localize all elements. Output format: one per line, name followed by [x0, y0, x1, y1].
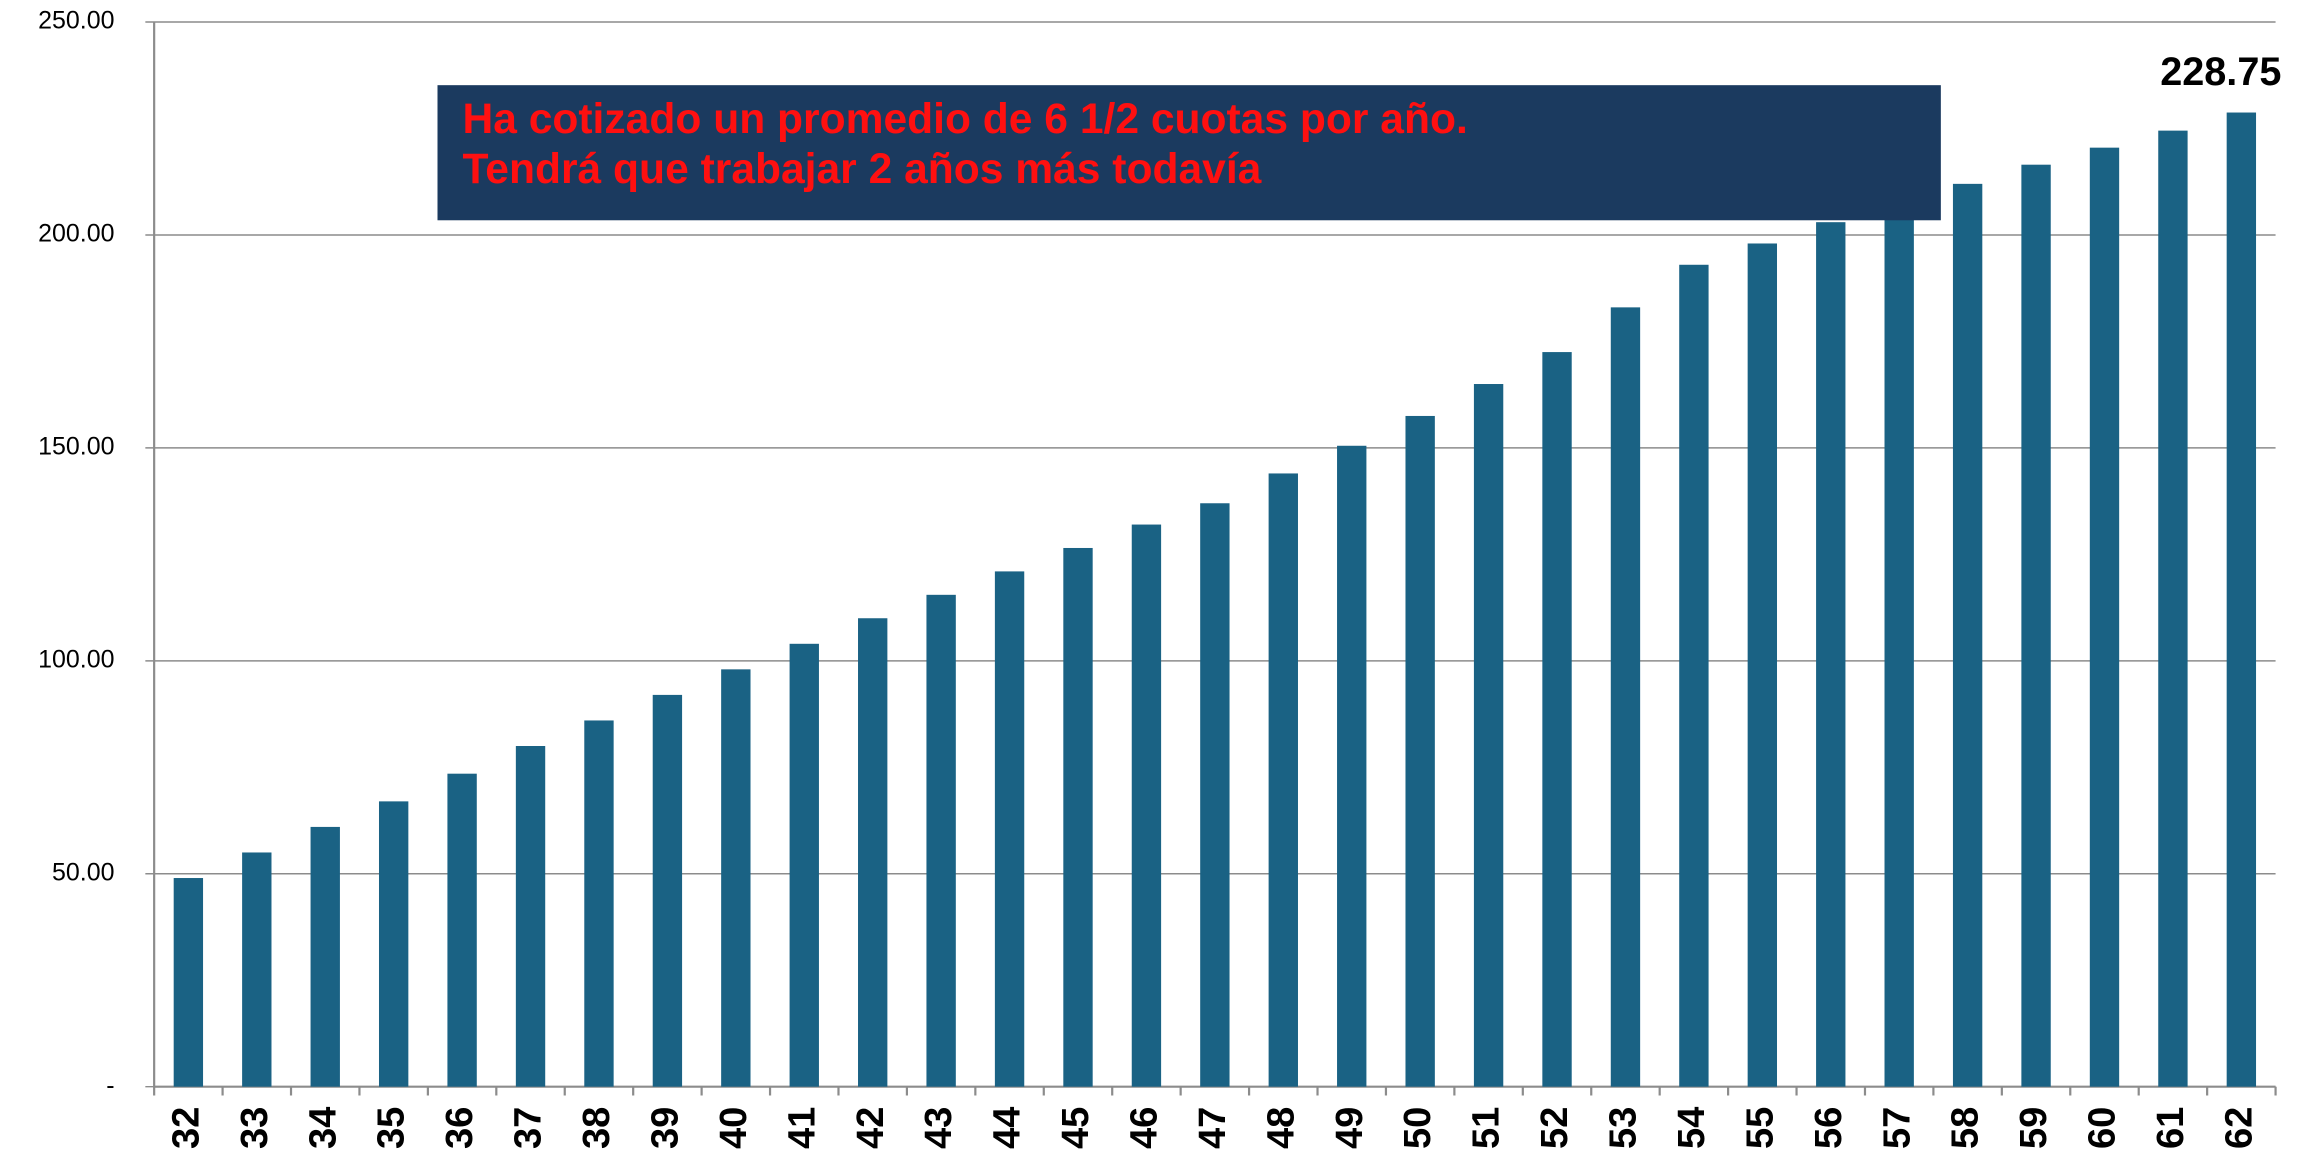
x-tick-label: 53: [1602, 1107, 1645, 1149]
bar: [1816, 222, 1846, 1087]
x-tick-label: 49: [1328, 1107, 1371, 1149]
bar: [310, 826, 340, 1087]
bar: [1063, 547, 1093, 1087]
x-tick-label: 51: [1465, 1107, 1508, 1149]
x-tick-label: 40: [712, 1107, 755, 1149]
bar: [1610, 307, 1641, 1087]
y-tick-label: -: [106, 1071, 114, 1099]
annotation-text: Ha cotizado un promedio de 6 1/2 cuotas …: [462, 95, 1467, 143]
x-tick-label: 62: [2217, 1107, 2260, 1149]
y-tick-label: 250.00: [38, 7, 114, 35]
x-tick-label: 61: [2149, 1107, 2192, 1149]
bar: [1473, 384, 1504, 1087]
x-tick-label: 48: [1259, 1107, 1302, 1149]
annotation-box: [437, 85, 1941, 221]
bar: [1200, 503, 1230, 1087]
x-tick-label: 34: [301, 1106, 344, 1149]
bar: [926, 594, 956, 1087]
bar: [789, 643, 819, 1087]
bar: [2021, 164, 2051, 1087]
bar: [584, 720, 614, 1087]
bar: [2158, 130, 2188, 1087]
x-tick-label: 46: [1123, 1107, 1166, 1149]
x-tick-label: 54: [1670, 1106, 1713, 1149]
bar: [173, 878, 204, 1087]
x-tick-label: 50: [1396, 1107, 1439, 1149]
data-label: 228.75: [2160, 50, 2281, 94]
bar: [242, 852, 272, 1087]
bar: [721, 669, 751, 1087]
x-tick-label: 38: [575, 1107, 618, 1149]
x-tick-label: 45: [1054, 1107, 1097, 1149]
bar: [1884, 205, 1914, 1087]
bar: [1952, 183, 1983, 1087]
bar: [1542, 352, 1572, 1087]
x-tick-label: 35: [370, 1107, 413, 1149]
x-tick-label: 39: [643, 1107, 686, 1149]
annotation-text: Tendrá que trabajar 2 años más todavía: [462, 145, 1261, 193]
x-tick-label: 58: [1944, 1107, 1987, 1149]
bar: [994, 571, 1025, 1087]
x-tick-label: 56: [1807, 1107, 1850, 1149]
x-tick-label: 60: [2081, 1107, 2124, 1149]
bar: [2089, 147, 2120, 1087]
y-tick-label: 50.00: [52, 858, 114, 886]
y-tick-label: 100.00: [38, 645, 114, 673]
x-tick-label: 57: [1875, 1107, 1918, 1149]
bar: [1747, 243, 1778, 1087]
x-tick-label: 59: [2012, 1107, 2055, 1149]
x-tick-label: 52: [1533, 1107, 1576, 1149]
bar: [1337, 445, 1367, 1087]
bar: [447, 773, 477, 1087]
x-tick-label: 36: [438, 1107, 481, 1149]
y-tick-label: 200.00: [38, 220, 114, 248]
bar: [515, 746, 546, 1087]
x-tick-label: 32: [164, 1107, 207, 1149]
bar: [378, 801, 409, 1087]
x-tick-label: 41: [780, 1107, 823, 1149]
bar: [2226, 112, 2257, 1087]
bar: [1268, 473, 1298, 1087]
x-tick-label: 42: [849, 1107, 892, 1149]
bar: [1131, 524, 1162, 1087]
x-tick-label: 33: [233, 1107, 276, 1149]
x-tick-label: 43: [917, 1107, 960, 1149]
bar: [1405, 415, 1435, 1087]
bar: [1679, 264, 1709, 1087]
y-tick-label: 150.00: [38, 432, 114, 460]
x-tick-label: 37: [507, 1107, 550, 1149]
bar: [858, 618, 888, 1087]
bar: [652, 694, 683, 1087]
x-tick-label: 44: [986, 1106, 1029, 1149]
x-tick-label: 55: [1738, 1107, 1781, 1149]
x-tick-label: 47: [1191, 1107, 1234, 1149]
